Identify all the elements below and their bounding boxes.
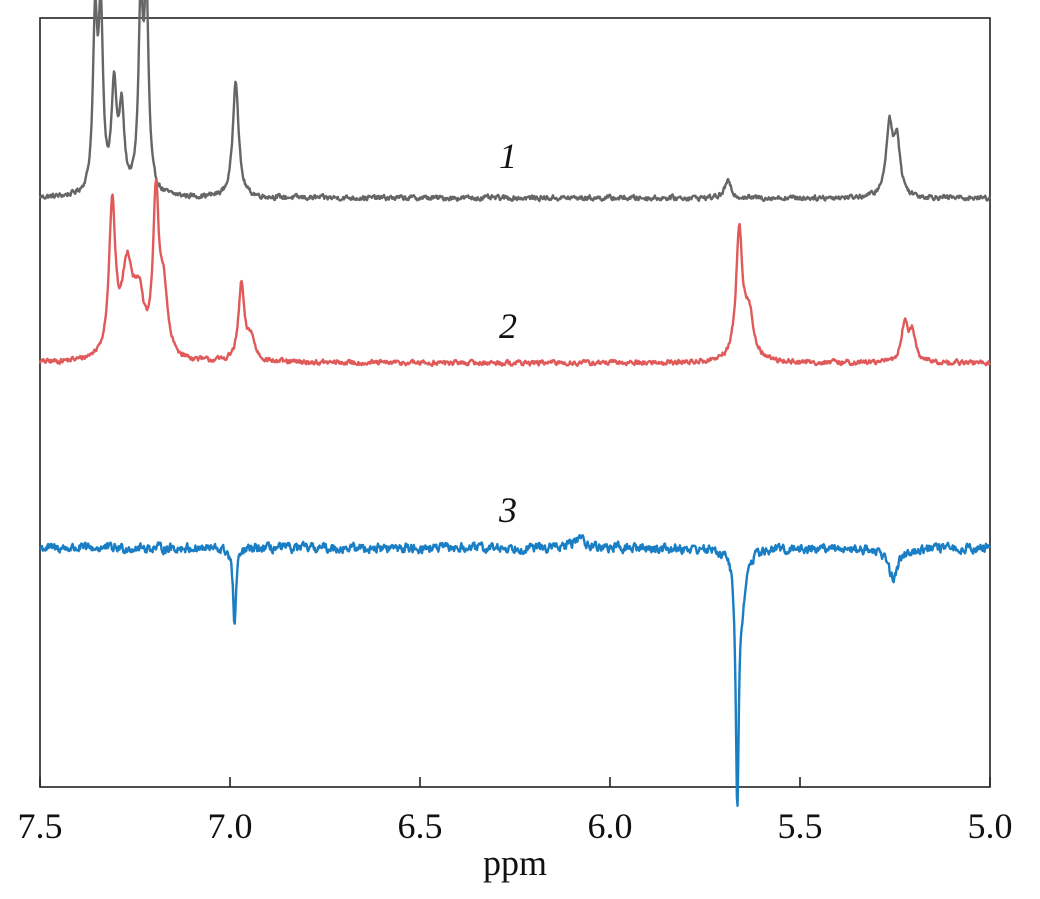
x-tick-label: 6.0 bbox=[588, 806, 633, 846]
spectrum-line-2 bbox=[38, 178, 992, 368]
x-axis-title: ppm bbox=[483, 843, 547, 883]
x-axis-tick-labels: 7.5 7.0 6.5 6.0 5.5 5.0 bbox=[18, 806, 1013, 846]
spectrum-line-1 bbox=[38, 0, 992, 203]
x-tick-label: 6.5 bbox=[398, 806, 443, 846]
series-label-2: 2 bbox=[499, 306, 517, 346]
x-axis-ticks bbox=[39, 777, 991, 787]
x-tick-label: 7.5 bbox=[18, 806, 63, 846]
series-labels: 1 2 3 bbox=[498, 136, 517, 530]
x-tick-label: 7.0 bbox=[208, 806, 253, 846]
x-tick-label: 5.5 bbox=[778, 806, 823, 846]
x-tick-label: 5.0 bbox=[968, 806, 1013, 846]
series-label-1: 1 bbox=[499, 136, 517, 176]
spectrum-line-3 bbox=[39, 534, 992, 807]
series-label-3: 3 bbox=[498, 490, 517, 530]
spectra-group bbox=[38, 0, 992, 807]
plot-frame bbox=[39, 17, 991, 788]
